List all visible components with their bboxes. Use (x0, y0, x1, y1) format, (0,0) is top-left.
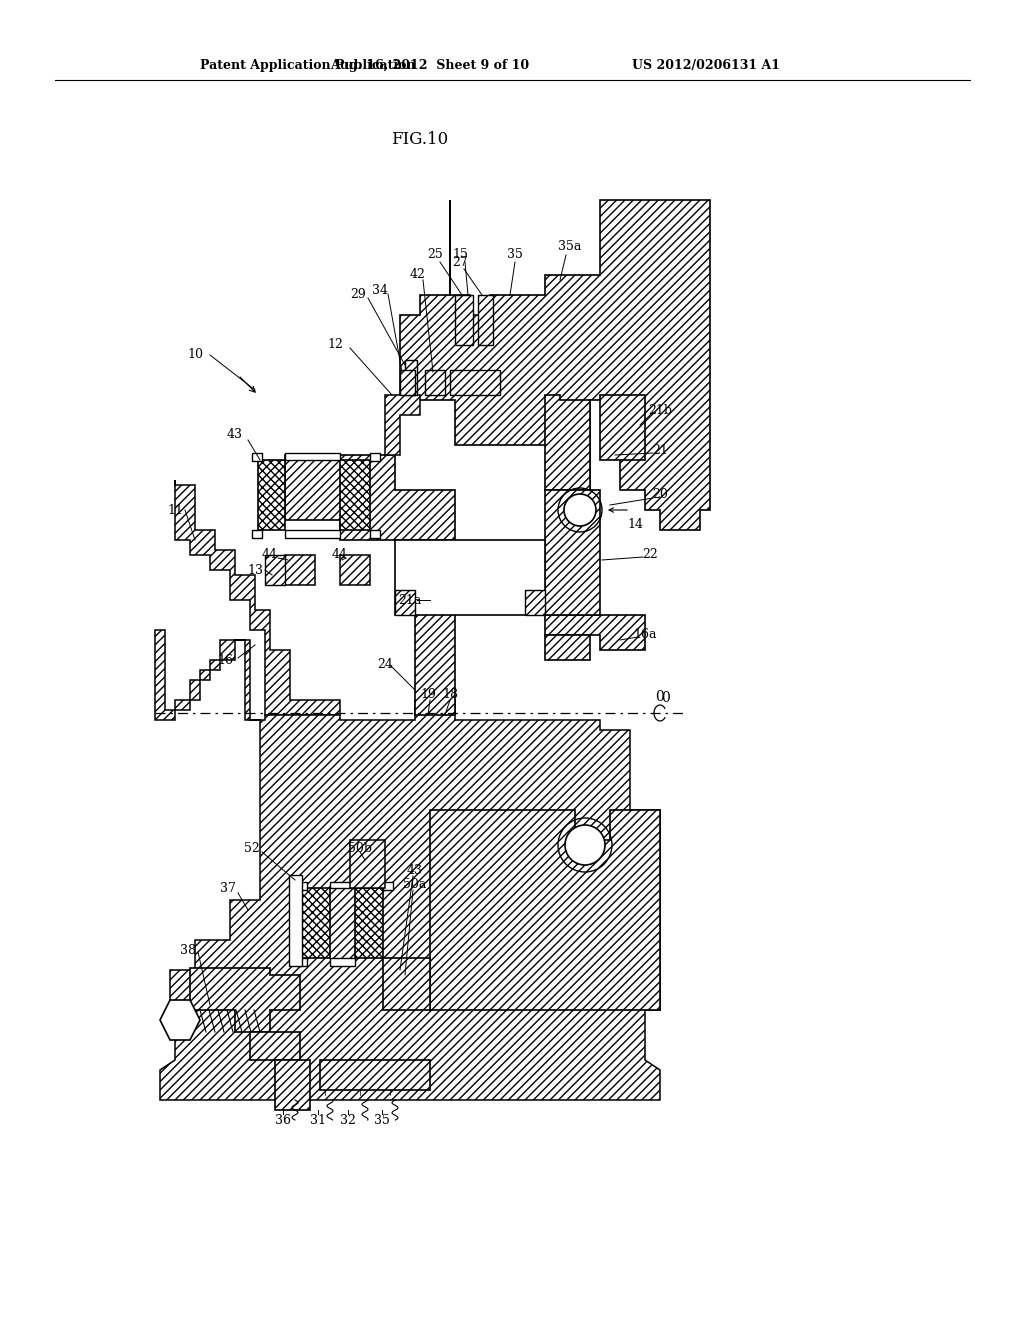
Polygon shape (545, 395, 590, 490)
Polygon shape (250, 1032, 300, 1060)
Bar (383, 882, 393, 890)
Polygon shape (285, 531, 340, 539)
Text: 20: 20 (652, 488, 668, 502)
Text: 37: 37 (220, 882, 236, 895)
Text: 44: 44 (332, 549, 348, 561)
Text: 50b: 50b (348, 842, 372, 854)
Text: 24: 24 (377, 659, 393, 672)
Text: 35: 35 (374, 1114, 390, 1126)
Polygon shape (385, 395, 420, 455)
Text: 35: 35 (507, 248, 523, 261)
Text: 22: 22 (642, 549, 657, 561)
Polygon shape (190, 968, 300, 1032)
Text: 35a: 35a (558, 240, 582, 253)
Polygon shape (400, 201, 710, 531)
Bar (289, 875, 302, 966)
Polygon shape (600, 395, 645, 459)
Polygon shape (395, 540, 545, 615)
Polygon shape (430, 810, 660, 1010)
Text: 19: 19 (420, 689, 436, 701)
Text: Aug. 16, 2012  Sheet 9 of 10: Aug. 16, 2012 Sheet 9 of 10 (331, 58, 529, 71)
Text: 21: 21 (652, 444, 668, 457)
Text: 43: 43 (407, 863, 423, 876)
Bar (370, 453, 380, 461)
Text: 14: 14 (627, 519, 643, 532)
Polygon shape (415, 540, 455, 715)
Text: 36: 36 (275, 1114, 291, 1126)
Text: 18: 18 (442, 689, 458, 701)
Text: 21a: 21a (398, 594, 422, 606)
Text: Patent Application Publication: Patent Application Publication (200, 58, 416, 71)
Circle shape (565, 825, 605, 865)
Bar (285, 554, 315, 585)
Bar (406, 360, 417, 395)
Text: 15: 15 (452, 248, 468, 261)
Bar (252, 531, 262, 539)
Polygon shape (450, 370, 500, 395)
Polygon shape (330, 958, 355, 966)
Polygon shape (275, 1060, 310, 1110)
Text: 0: 0 (655, 690, 665, 704)
Text: 12: 12 (327, 338, 343, 351)
Polygon shape (395, 590, 415, 615)
Text: 0: 0 (660, 690, 670, 705)
Text: 43: 43 (227, 429, 243, 441)
Text: 16: 16 (217, 653, 233, 667)
Text: 25: 25 (427, 248, 442, 261)
Bar (252, 453, 262, 461)
Bar (370, 531, 380, 539)
Text: 10: 10 (187, 348, 203, 362)
Polygon shape (340, 459, 370, 531)
Polygon shape (319, 1060, 430, 1090)
Bar (425, 370, 445, 395)
Polygon shape (285, 395, 455, 540)
Polygon shape (383, 958, 430, 1010)
Text: 13: 13 (247, 564, 263, 577)
Polygon shape (302, 888, 330, 958)
Text: 32: 32 (340, 1114, 356, 1126)
Circle shape (564, 494, 596, 525)
Polygon shape (258, 459, 285, 531)
Text: 11: 11 (167, 503, 183, 516)
Text: 52: 52 (244, 842, 260, 854)
Text: 44: 44 (262, 549, 278, 561)
Text: 29: 29 (350, 289, 366, 301)
Bar (400, 370, 415, 395)
Text: 27: 27 (453, 256, 468, 268)
Polygon shape (160, 1001, 200, 1040)
Bar (265, 554, 285, 585)
Bar (297, 882, 307, 890)
Polygon shape (545, 635, 590, 660)
Polygon shape (285, 453, 340, 459)
Text: 16a: 16a (633, 628, 656, 642)
Text: US 2012/0206131 A1: US 2012/0206131 A1 (632, 58, 780, 71)
Polygon shape (545, 615, 645, 649)
Text: 21b: 21b (648, 404, 672, 417)
Bar (350, 840, 385, 888)
Text: 42: 42 (410, 268, 426, 281)
Polygon shape (330, 882, 355, 888)
Text: 50a: 50a (403, 879, 427, 891)
Polygon shape (155, 630, 660, 1100)
Text: 34: 34 (372, 284, 388, 297)
Bar (478, 294, 493, 345)
Bar (383, 958, 393, 966)
Polygon shape (355, 888, 383, 958)
Polygon shape (545, 490, 600, 615)
Bar (455, 294, 473, 345)
Text: FIG.10: FIG.10 (391, 132, 449, 149)
Bar (340, 554, 370, 585)
Polygon shape (525, 590, 545, 615)
Polygon shape (175, 480, 340, 715)
Text: 38: 38 (180, 944, 196, 957)
Text: 31: 31 (310, 1114, 326, 1126)
Bar (297, 958, 307, 966)
